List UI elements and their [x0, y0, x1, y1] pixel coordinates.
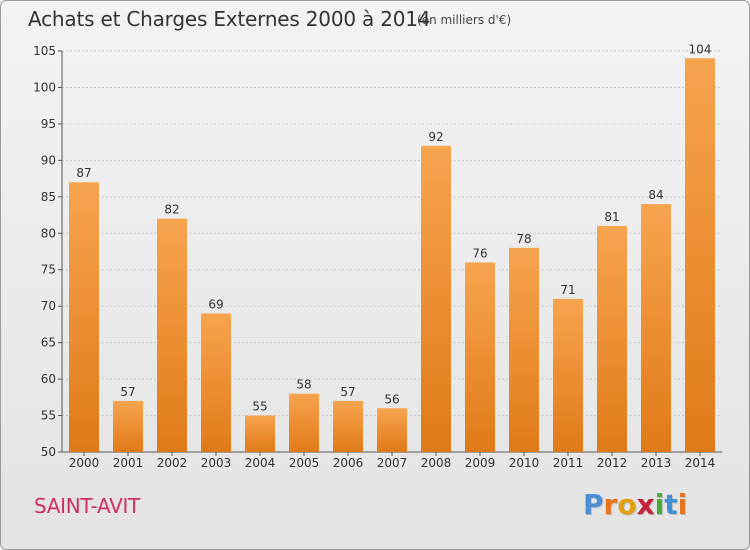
value-label: 58	[296, 378, 311, 392]
bar-2003	[201, 313, 231, 452]
bar-2014	[685, 58, 715, 453]
value-label: 78	[516, 232, 531, 246]
value-label: 71	[560, 283, 575, 297]
x-tick-label: 2014	[685, 456, 716, 470]
value-label: 57	[120, 385, 135, 399]
y-tick-label: 90	[41, 153, 56, 167]
logo-letter: r	[603, 488, 618, 521]
bar-2013	[641, 204, 671, 452]
y-tick-label: 100	[33, 80, 56, 94]
bars	[69, 58, 715, 453]
x-tick-label: 2001	[113, 456, 144, 470]
y-tick-label: 70	[41, 299, 56, 313]
x-tick-label: 2000	[69, 456, 100, 470]
x-tick-label: 2010	[509, 456, 540, 470]
y-tick-label: 80	[41, 226, 56, 240]
bar-2010	[509, 247, 539, 452]
logo-letter: t	[664, 488, 678, 521]
logo-letter: i	[677, 488, 688, 521]
x-tick-label: 2006	[333, 456, 364, 470]
bar-2004	[245, 415, 275, 452]
y-tick-label: 65	[41, 336, 56, 350]
value-label: 104	[689, 42, 712, 56]
value-label: 57	[340, 385, 355, 399]
x-tick-label: 2002	[157, 456, 188, 470]
x-tick-label: 2009	[465, 456, 496, 470]
bar-2002	[157, 218, 187, 452]
value-label: 56	[384, 392, 399, 406]
value-label: 92	[428, 130, 443, 144]
bar-2007	[377, 408, 407, 452]
x-tick-label: 2012	[597, 456, 628, 470]
logo-letter: i	[654, 488, 665, 521]
x-tick-label: 2003	[201, 456, 232, 470]
value-label: 55	[252, 400, 267, 414]
bar-2001	[113, 400, 143, 452]
x-tick-label: 2013	[641, 456, 672, 470]
value-label: 84	[648, 188, 663, 202]
value-label: 81	[604, 210, 619, 224]
value-label: 82	[164, 203, 179, 217]
y-tick-label: 105	[33, 44, 56, 58]
x-tick-label: 2007	[377, 456, 408, 470]
bar-2000	[69, 182, 99, 452]
x-tick-label: 2011	[553, 456, 584, 470]
bar-2006	[333, 400, 363, 452]
x-tick-label: 2005	[289, 456, 320, 470]
bar-2005	[289, 393, 319, 452]
y-tick-label: 50	[41, 445, 56, 459]
proxiti-logo: Proxiti	[583, 488, 687, 521]
logo-letter: P	[583, 488, 604, 521]
x-tick-label: 2004	[245, 456, 276, 470]
logo-letter: x	[636, 488, 655, 521]
y-tick-label: 55	[41, 409, 56, 423]
value-label: 87	[76, 166, 91, 180]
chart-title: Achats et Charges Externes 2000 à 2014	[28, 7, 431, 31]
bar-2008	[421, 145, 451, 453]
y-tick-label: 85	[41, 190, 56, 204]
commune-name: SAINT-AVIT	[34, 494, 140, 518]
bar-2011	[553, 298, 583, 452]
y-tick-label: 75	[41, 263, 56, 277]
labels: 50 55 60 65 70 75 80 85 90 95 100 105 87 2000 57 2001 82…	[33, 42, 715, 470]
bar-2012	[597, 225, 627, 452]
value-label: 69	[208, 297, 223, 311]
x-tick-label: 2008	[421, 456, 452, 470]
logo-letter: o	[617, 488, 637, 521]
value-label: 76	[472, 246, 487, 260]
bar-2009	[465, 262, 495, 452]
y-tick-label: 95	[41, 117, 56, 131]
y-tick-label: 60	[41, 372, 56, 386]
chart-subtitle: (en milliers d'€)	[417, 13, 512, 27]
